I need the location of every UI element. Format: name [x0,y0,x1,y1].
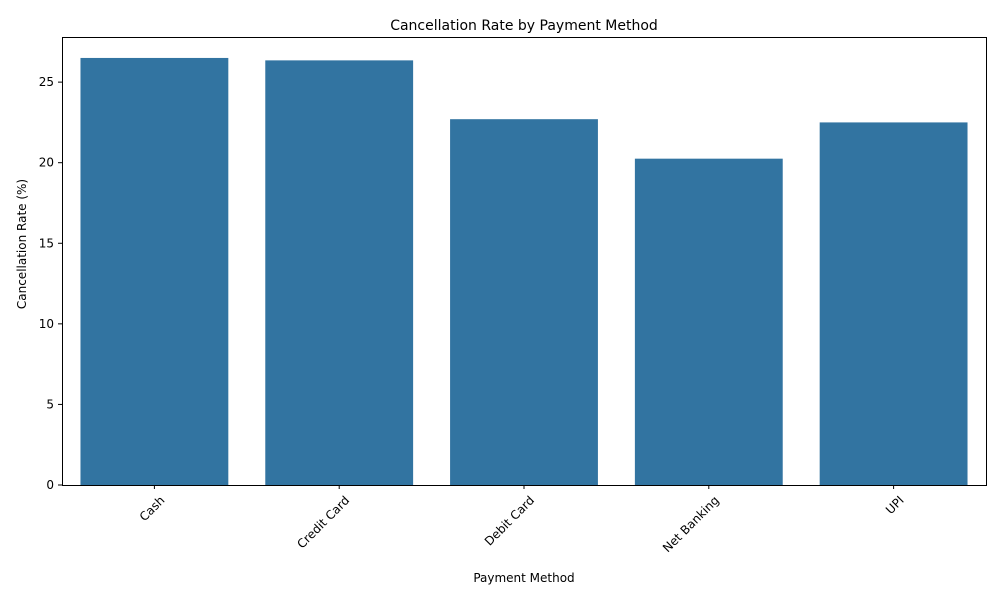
x-tick-label: Net Banking [660,493,722,555]
x-axis-label: Payment Method [473,571,574,585]
x-tick-label: Credit Card [294,493,352,551]
x-tick-label: Cash [137,493,168,524]
x-tick-label: Debit Card [482,493,537,548]
y-tick-label: 15 [39,236,54,250]
y-axis-ticks: 0 5 10 15 20 25 [39,75,62,492]
y-tick-label: 25 [39,75,54,89]
chart-title: Cancellation Rate by Payment Method [390,18,658,34]
bar-debit-card [450,119,598,486]
bar-upi [819,122,968,486]
bar-cash [80,57,229,485]
x-tick-label: UPI [883,493,907,517]
x-axis-ticks: Cash Credit Card Debit Card Net Banking UPI [137,485,907,555]
y-axis-label: Cancellation Rate (%) [15,179,29,309]
y-tick-label: 10 [39,317,54,331]
y-tick-label: 5 [46,397,54,411]
bar-credit-card [265,60,414,485]
bar-net-banking [634,158,783,485]
bars-layer [80,57,968,486]
y-tick-label: 0 [46,478,54,492]
plot-frame [62,37,987,486]
y-tick-label: 20 [39,156,54,170]
